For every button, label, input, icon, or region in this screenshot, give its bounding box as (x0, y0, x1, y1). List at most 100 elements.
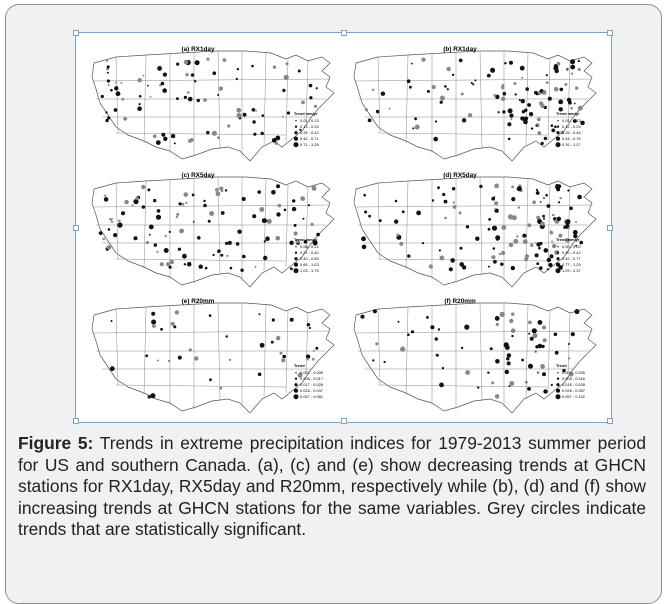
legend-item: 0.002 - 0.006 (300, 370, 323, 375)
station-marker (185, 201, 188, 204)
station-marker (558, 201, 561, 204)
station-marker (554, 125, 557, 129)
resize-handle-top-right[interactable] (607, 30, 613, 36)
station-marker (257, 372, 262, 377)
station-marker (536, 262, 540, 266)
station-marker (545, 81, 549, 84)
station-marker (167, 359, 171, 363)
panel-title: (b) RX1day (443, 46, 477, 53)
resize-handle-right[interactable] (607, 225, 613, 231)
station-marker (534, 350, 537, 353)
station-marker (100, 94, 104, 99)
station-marker (523, 116, 529, 121)
station-marker (310, 222, 314, 226)
station-marker (558, 265, 563, 270)
legend-symbol (293, 262, 299, 267)
station-marker (536, 242, 541, 247)
legend-item: 0.71 - 1.28 (300, 142, 319, 147)
station-marker (537, 131, 542, 135)
station-marker (543, 136, 548, 141)
station-marker (563, 225, 567, 229)
station-marker (559, 197, 562, 200)
station-marker (295, 239, 300, 244)
station-marker (215, 187, 219, 192)
station-marker (305, 246, 308, 249)
station-marker (577, 105, 583, 111)
station-marker (367, 118, 372, 123)
station-marker (196, 98, 200, 103)
station-marker (279, 351, 283, 355)
station-marker (282, 88, 286, 93)
station-marker (527, 223, 532, 228)
station-marker (421, 57, 426, 62)
station-marker (217, 136, 220, 139)
station-marker (493, 94, 497, 97)
station-marker (105, 118, 109, 123)
resize-handle-bottom[interactable] (341, 418, 347, 424)
station-marker (443, 199, 448, 204)
legend-item: 0.76 - 1.27 (562, 142, 581, 147)
resize-handle-bottom-right[interactable] (607, 418, 613, 424)
resize-handle-top[interactable] (341, 30, 347, 36)
station-marker (217, 94, 220, 96)
station-marker (557, 184, 562, 189)
station-marker (162, 72, 167, 77)
legend-symbol (293, 268, 299, 274)
station-marker (529, 336, 534, 341)
station-marker (546, 204, 551, 208)
station-marker (190, 73, 195, 77)
station-marker (292, 199, 296, 203)
station-marker (178, 202, 182, 206)
station-marker (159, 84, 162, 87)
station-marker (465, 370, 470, 375)
station-marker (552, 243, 557, 249)
station-marker (532, 200, 536, 204)
station-marker (502, 91, 507, 96)
station-marker (222, 58, 227, 62)
station-marker (251, 64, 254, 68)
station-marker (153, 198, 157, 203)
station-marker (160, 327, 163, 331)
station-marker (176, 97, 179, 100)
legend-item: 0.40 - 0.65 (300, 256, 319, 261)
station-marker (547, 96, 552, 101)
station-marker (397, 320, 400, 323)
station-marker (539, 201, 542, 203)
station-marker (396, 233, 400, 237)
station-marker (409, 85, 412, 89)
legend-symbol (556, 377, 560, 380)
station-marker (372, 359, 375, 362)
station-marker (394, 219, 399, 224)
legend-item: 0.00 - 0.21 (300, 244, 319, 249)
station-marker (106, 65, 110, 69)
legend-symbol (293, 388, 299, 393)
station-marker (497, 111, 500, 114)
station-marker (540, 364, 545, 369)
figure-frame[interactable]: (a) RX1day Trend mm/yr 0.01 - 0.13 0.13 - 0… (73, 30, 613, 424)
station-marker (152, 134, 157, 139)
station-marker (177, 247, 181, 251)
station-marker (303, 240, 308, 244)
station-marker (286, 111, 290, 115)
legend-title: Trend mm/yr (294, 237, 318, 242)
station-marker (527, 103, 531, 107)
station-marker (521, 358, 524, 362)
panel-legend: Trend mm/yr 0.01 - 0.130.13 - 0.250.25 - … (293, 111, 319, 148)
station-marker (421, 242, 425, 245)
station-marker (565, 219, 571, 224)
station-marker (575, 244, 577, 247)
station-marker (400, 346, 406, 352)
station-marker (198, 264, 203, 269)
station-marker (475, 236, 480, 241)
station-marker (489, 347, 493, 351)
resize-handle-bottom-left[interactable] (73, 418, 79, 424)
station-marker (175, 215, 179, 219)
resize-handle-top-left[interactable] (73, 30, 79, 36)
station-marker (204, 266, 208, 270)
station-marker (123, 116, 128, 121)
station-marker (575, 221, 578, 224)
station-marker (271, 190, 276, 195)
resize-handle-left[interactable] (73, 225, 79, 231)
station-marker (522, 239, 528, 245)
station-marker (289, 240, 294, 245)
